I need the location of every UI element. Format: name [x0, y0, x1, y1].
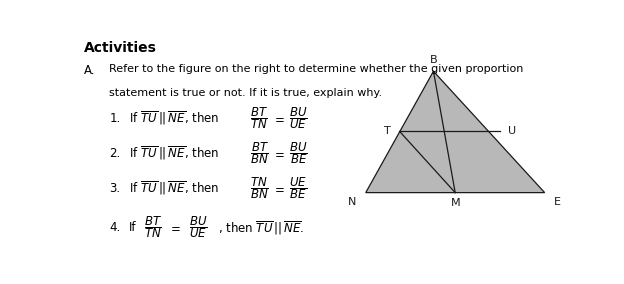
Text: $\dfrac{TN}{BN}$: $\dfrac{TN}{BN}$: [250, 176, 269, 201]
Text: A.: A.: [84, 64, 95, 77]
Text: Refer to the figure on the right to determine whether the given proportion: Refer to the figure on the right to dete…: [109, 64, 524, 74]
Text: $=$: $=$: [272, 182, 285, 195]
Text: $=$: $=$: [272, 147, 285, 160]
Text: 3.: 3.: [109, 182, 120, 195]
Text: If $\overline{TU}\,||\,\overline{NE}$, then: If $\overline{TU}\,||\,\overline{NE}$, t…: [129, 109, 219, 127]
Text: M: M: [451, 198, 460, 208]
Text: 1.: 1.: [109, 112, 120, 125]
Text: 4.: 4.: [109, 221, 120, 234]
Text: $\dfrac{BU}{UE}$: $\dfrac{BU}{UE}$: [188, 215, 207, 241]
Text: $\dfrac{BT}{BN}$: $\dfrac{BT}{BN}$: [250, 140, 269, 166]
Text: T: T: [384, 126, 391, 136]
Text: E: E: [553, 197, 560, 207]
Text: , then $\overline{TU}\,||\,\overline{NE}$.: , then $\overline{TU}\,||\,\overline{NE}…: [218, 219, 305, 237]
Text: $\dfrac{BT}{TN}$: $\dfrac{BT}{TN}$: [250, 105, 268, 131]
Text: $\dfrac{BT}{TN}$: $\dfrac{BT}{TN}$: [144, 215, 162, 241]
Text: $\dfrac{UE}{BE}$: $\dfrac{UE}{BE}$: [289, 176, 307, 201]
Text: statement is true or not. If it is true, explain why.: statement is true or not. If it is true,…: [109, 88, 383, 98]
Text: N: N: [348, 197, 356, 207]
Text: 2.: 2.: [109, 147, 120, 160]
Text: U: U: [509, 126, 517, 136]
Text: $=$: $=$: [168, 221, 181, 234]
Text: If $\overline{TU}\,||\,\overline{NE}$, then: If $\overline{TU}\,||\,\overline{NE}$, t…: [129, 144, 219, 162]
Text: $\dfrac{BU}{UE}$: $\dfrac{BU}{UE}$: [289, 105, 308, 131]
Text: If $\overline{TU}\,||\,\overline{NE}$, then: If $\overline{TU}\,||\,\overline{NE}$, t…: [129, 179, 219, 197]
Text: Activities: Activities: [84, 41, 157, 55]
Text: $=$: $=$: [272, 112, 285, 125]
Text: B: B: [430, 55, 437, 65]
Text: If: If: [129, 221, 136, 234]
Polygon shape: [366, 71, 545, 193]
Text: $\dfrac{BU}{BE}$: $\dfrac{BU}{BE}$: [289, 140, 308, 166]
